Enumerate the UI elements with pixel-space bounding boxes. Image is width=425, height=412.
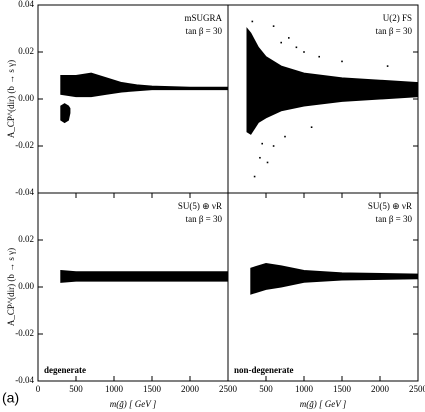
scatter-point (259, 156, 261, 159)
x-tick-label: 1500 (143, 384, 162, 394)
x-tick-label: 1500 (333, 384, 352, 394)
y-tick-label: 0.00 (18, 93, 34, 103)
param-label: tan β = 30 (186, 26, 223, 36)
y-tick-label: -0.04 (15, 375, 34, 385)
scatter-band (60, 72, 229, 98)
scatter-point (272, 145, 275, 147)
x-tick-label: 0 (36, 384, 41, 394)
y-tick-label: 0.02 (18, 46, 34, 56)
model-label: SU(5) ⊕ νR (368, 201, 412, 211)
y-tick-label: 0.00 (18, 281, 34, 291)
x-tick-label: 2000 (371, 384, 390, 394)
param-label: tan β = 30 (186, 214, 223, 224)
y-axis-label: A_CP^(dir) (b → s γ) (6, 248, 16, 326)
x-tick-label: 2500 (409, 384, 425, 394)
x-axis-label: m(g̃) [ GeV ] (300, 399, 347, 409)
x-tick-label: 1000 (105, 384, 124, 394)
scatter-point (253, 175, 256, 178)
scatter-point (266, 161, 269, 164)
scatter-point (303, 51, 305, 53)
x-tick-label: 500 (259, 384, 273, 394)
plot-frame (227, 192, 419, 382)
y-tick-label: -0.02 (15, 140, 34, 150)
model-label: mSUGRA (184, 13, 222, 23)
panel-note: degenerate (44, 365, 86, 375)
y-tick-label: -0.04 (15, 187, 34, 197)
scatter-point (386, 65, 389, 67)
y-tick-label: 0.04 (18, 0, 34, 9)
param-label: tan β = 30 (376, 214, 413, 224)
panel-note: non-degenerate (234, 365, 294, 375)
y-axis-label: A_CP^(dir) (b → s γ) (6, 60, 16, 138)
model-label: U(2) FS (383, 13, 412, 23)
param-label: tan β = 30 (376, 26, 413, 36)
scatter-band (60, 270, 229, 283)
scatter-point (295, 46, 298, 49)
scatter-point (261, 142, 263, 145)
scatter-point (272, 25, 275, 27)
scatter-point (318, 55, 320, 58)
scatter-point (310, 126, 313, 128)
x-tick-label: 2000 (181, 384, 200, 394)
x-tick-label: 1000 (295, 384, 314, 394)
x-axis-label: m(g̃) [ GeV ] (110, 399, 157, 409)
x-tick-label: 500 (69, 384, 83, 394)
scatter-point (341, 60, 343, 63)
scatter-band (246, 27, 419, 135)
scatter-point (288, 37, 290, 39)
scatter-band (250, 262, 419, 295)
scatter-point (280, 41, 282, 44)
scatter-point (284, 135, 286, 138)
scatter-band (60, 103, 71, 124)
y-tick-label: 0.02 (18, 234, 34, 244)
figure-label: (a) (2, 390, 19, 406)
scatter-point (251, 20, 254, 23)
x-tick-label: 2500 (219, 384, 238, 394)
model-label: SU(5) ⊕ νR (178, 201, 222, 211)
y-tick-label: -0.02 (15, 328, 34, 338)
